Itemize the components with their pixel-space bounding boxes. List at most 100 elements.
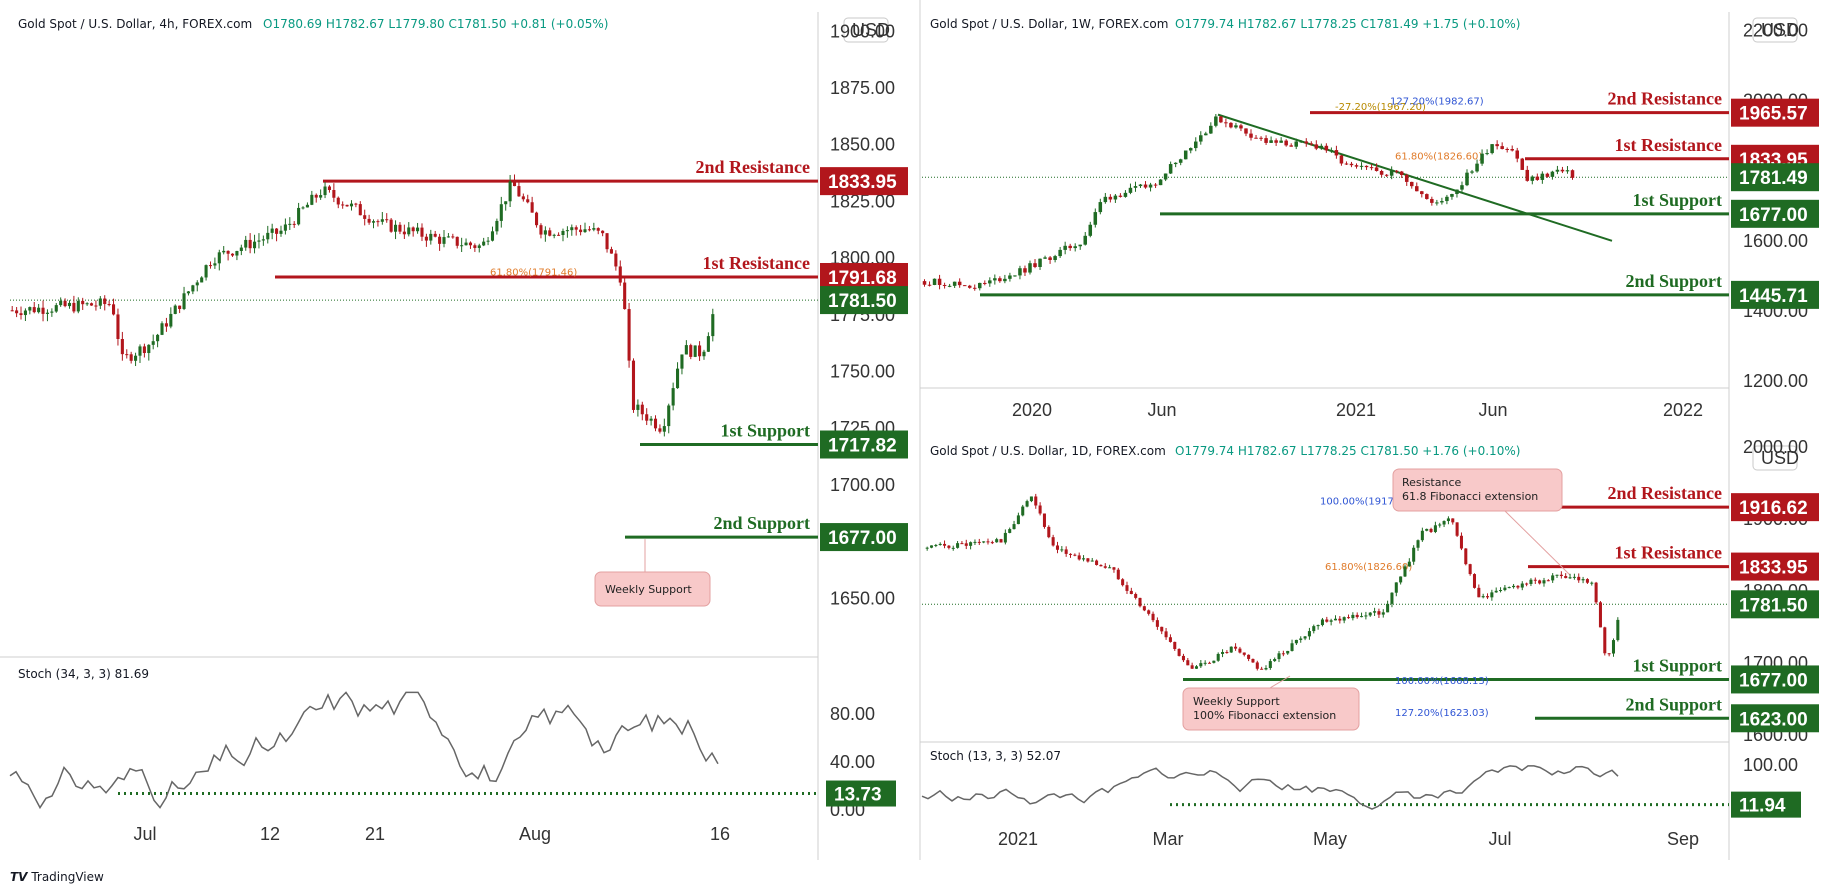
candle-body — [19, 313, 23, 316]
weekly-support-note-box — [594, 571, 711, 607]
panel-4h-ytick: 1650.00 — [830, 588, 895, 608]
candle-body — [1289, 145, 1293, 147]
candle-body — [1309, 143, 1314, 145]
candle-body — [1158, 179, 1163, 186]
candle-body — [376, 221, 380, 223]
candle-body — [257, 240, 261, 242]
candle-body — [1299, 638, 1303, 640]
candle-body — [235, 251, 239, 256]
candle-body — [1416, 540, 1420, 548]
candle-body — [1399, 171, 1404, 175]
candle-body — [1204, 133, 1208, 136]
candle-body — [1033, 263, 1037, 267]
panel-4h-currency-label: USD — [852, 20, 890, 40]
candle-body — [125, 354, 129, 356]
candle-body — [1379, 170, 1384, 175]
panel-1w-currency-label: USD — [1761, 20, 1799, 40]
candle-body — [15, 310, 19, 314]
candle-body — [1603, 627, 1607, 654]
candle-body — [1446, 518, 1450, 522]
panel-1w-fib-label: -27.20%(1967.20) — [1335, 102, 1426, 113]
candle-body — [1028, 263, 1032, 273]
weekly-support-note-line1: Weekly Support — [1193, 695, 1280, 708]
candle-body — [1386, 603, 1390, 613]
candle-body — [1319, 145, 1324, 149]
candle-body — [1160, 626, 1164, 632]
panel-4h-stoch-title: Stoch (34, 3, 3) 81.69 — [18, 667, 149, 681]
candle-body — [1572, 576, 1576, 578]
candle-body — [1147, 610, 1151, 614]
candle-body — [1354, 165, 1359, 167]
candle-body — [204, 265, 208, 278]
panel-1d-level-name: 1st Resistance — [1615, 543, 1722, 563]
candle-body — [1455, 189, 1459, 195]
candle-body — [1394, 582, 1398, 593]
panel-1d-stoch-title: Stoch (13, 3, 3) 52.07 — [930, 749, 1061, 763]
candle-body — [1214, 116, 1218, 126]
candle-body — [89, 303, 94, 306]
candle-body — [473, 245, 477, 248]
candle-body — [658, 428, 662, 432]
candle-body — [1123, 192, 1128, 197]
candle-body — [1108, 196, 1113, 200]
candle-body — [1535, 176, 1540, 180]
candle-body — [570, 227, 574, 231]
panel-1d-level-tag — [1731, 665, 1819, 694]
candle-body — [138, 346, 142, 356]
candle-body — [1008, 275, 1012, 279]
candle-body — [592, 228, 596, 230]
candle-body — [1468, 564, 1472, 575]
weekly-support-note: Weekly Support — [605, 583, 692, 596]
candle-body — [1607, 653, 1611, 655]
candle-body — [1485, 596, 1490, 598]
candle-body — [186, 291, 190, 294]
panel-1d-fib-label: 127.20%(1623.03) — [1395, 708, 1489, 719]
candle-body — [1212, 660, 1216, 663]
candle-body — [270, 228, 274, 233]
candle-body — [1381, 612, 1385, 615]
candle-body — [1403, 566, 1407, 577]
candle-body — [1294, 141, 1298, 147]
candle-body — [1472, 574, 1477, 588]
candle-body — [565, 230, 569, 232]
candle-body — [1429, 528, 1433, 532]
candle-body — [1464, 548, 1468, 565]
candle-body — [1440, 201, 1444, 203]
candle-body — [1121, 579, 1125, 586]
candle-body — [1178, 159, 1183, 163]
candle-body — [112, 304, 116, 315]
panel-1w: Gold Spot / U.S. Dollar, 1W, FOREX.com O1… — [922, 17, 1819, 420]
candle-body — [394, 224, 398, 232]
candle-body — [1559, 574, 1563, 577]
candle-body — [1274, 140, 1278, 143]
resistance-note-line1: Resistance — [1402, 476, 1462, 489]
candle-body — [1134, 593, 1138, 598]
panel-4h-stoch-line — [9, 691, 719, 810]
candle-body — [1259, 137, 1263, 139]
candle-body — [1445, 196, 1449, 202]
panel-1d-ytick: 2000.00 — [1743, 437, 1808, 457]
candle-body — [107, 304, 111, 306]
candle-body — [72, 302, 76, 312]
candle-body — [1495, 144, 1499, 147]
candle-body — [1078, 244, 1082, 247]
panel-1d-xtick: 2021 — [998, 829, 1038, 849]
candle-body — [1564, 576, 1568, 579]
candle-body — [1138, 597, 1142, 607]
candle-body — [1090, 560, 1094, 562]
candle-body — [1368, 612, 1372, 616]
candle-body — [601, 230, 605, 234]
candle-body — [1207, 662, 1212, 664]
candle-body — [1254, 137, 1258, 139]
candle-body — [1128, 187, 1133, 193]
candle-body — [1594, 582, 1598, 603]
panel-4h-xtick: 16 — [710, 824, 730, 844]
candle-body — [1425, 528, 1429, 531]
candle-body — [1577, 576, 1581, 581]
candle-body — [1430, 198, 1434, 203]
candle-body — [182, 293, 186, 309]
candle-body — [195, 282, 199, 286]
panel-1w-xtick: Jun — [1478, 400, 1507, 420]
candle-body — [1451, 518, 1455, 523]
tradingview-logo[interactable]: 𝙏𝙑 TradingView — [10, 870, 104, 884]
